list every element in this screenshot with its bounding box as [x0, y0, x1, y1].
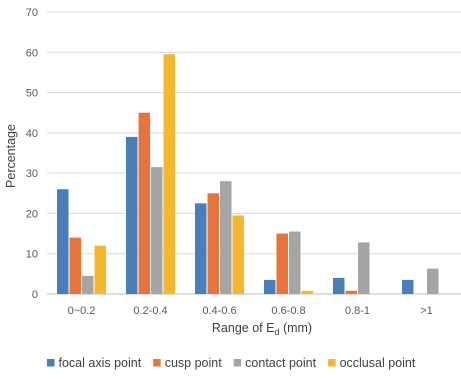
x-axis-tick-labels: 0~0.2 0.2-0.4 0.4-0.6 0.6-0.8 0.8-1 >1 — [68, 305, 433, 317]
x-tick-label: 0.8-1 — [345, 305, 370, 317]
y-tick-label: 60 — [26, 47, 38, 59]
bar — [94, 245, 106, 294]
bar — [427, 268, 439, 294]
y-axis-title: Percentage — [4, 124, 18, 188]
bar — [301, 290, 313, 294]
bar — [57, 189, 69, 294]
bar — [358, 242, 370, 294]
y-tick-label: 0 — [32, 289, 38, 301]
legend-swatch — [47, 359, 55, 367]
legend-swatch — [233, 359, 242, 367]
bar — [345, 290, 357, 294]
y-axis-tick-labels: 0 10 20 30 40 50 60 70 — [26, 7, 38, 301]
x-axis-title: Range of Ed (mm) — [212, 321, 312, 337]
x-tick-label: 0.2-0.4 — [133, 305, 167, 317]
bar — [69, 237, 81, 294]
gridlines — [47, 11, 461, 295]
bar — [207, 193, 219, 294]
bar — [82, 275, 94, 294]
legend-label: cusp point — [165, 356, 223, 370]
bar — [126, 136, 138, 294]
x-tick-label: 0.6-0.8 — [271, 305, 305, 317]
legend-label: occlusal point — [340, 356, 416, 370]
legend-label: focal axis point — [59, 356, 142, 370]
bar — [333, 277, 345, 294]
bar — [220, 181, 232, 294]
x-tick-label: 0.4-0.6 — [202, 305, 236, 317]
bar — [289, 231, 301, 294]
bar — [264, 279, 276, 294]
x-axis-title-subscript: d — [274, 327, 279, 337]
legend: focal axis point cusp point contact point o… — [47, 356, 416, 370]
legend-swatch — [153, 359, 161, 367]
bar — [195, 203, 207, 294]
y-tick-label: 50 — [26, 88, 38, 100]
y-tick-label: 20 — [26, 208, 38, 220]
bars — [57, 54, 439, 294]
y-tick-label: 70 — [26, 7, 38, 19]
y-tick-label: 40 — [26, 128, 38, 140]
x-tick-label: >1 — [420, 305, 433, 317]
y-tick-label: 10 — [26, 249, 38, 261]
bar — [402, 279, 414, 294]
bar — [163, 54, 175, 294]
bar — [232, 215, 244, 294]
y-tick-label: 30 — [26, 168, 38, 180]
bar — [151, 167, 163, 294]
x-tick-label: 0~0.2 — [68, 305, 96, 317]
legend-swatch — [328, 359, 336, 367]
x-axis-title-main: Range of E — [212, 321, 275, 335]
x-axis-title-unit: (mm) — [279, 321, 312, 335]
bar — [276, 233, 288, 294]
bar — [138, 112, 150, 294]
legend-label: contact point — [245, 356, 316, 370]
